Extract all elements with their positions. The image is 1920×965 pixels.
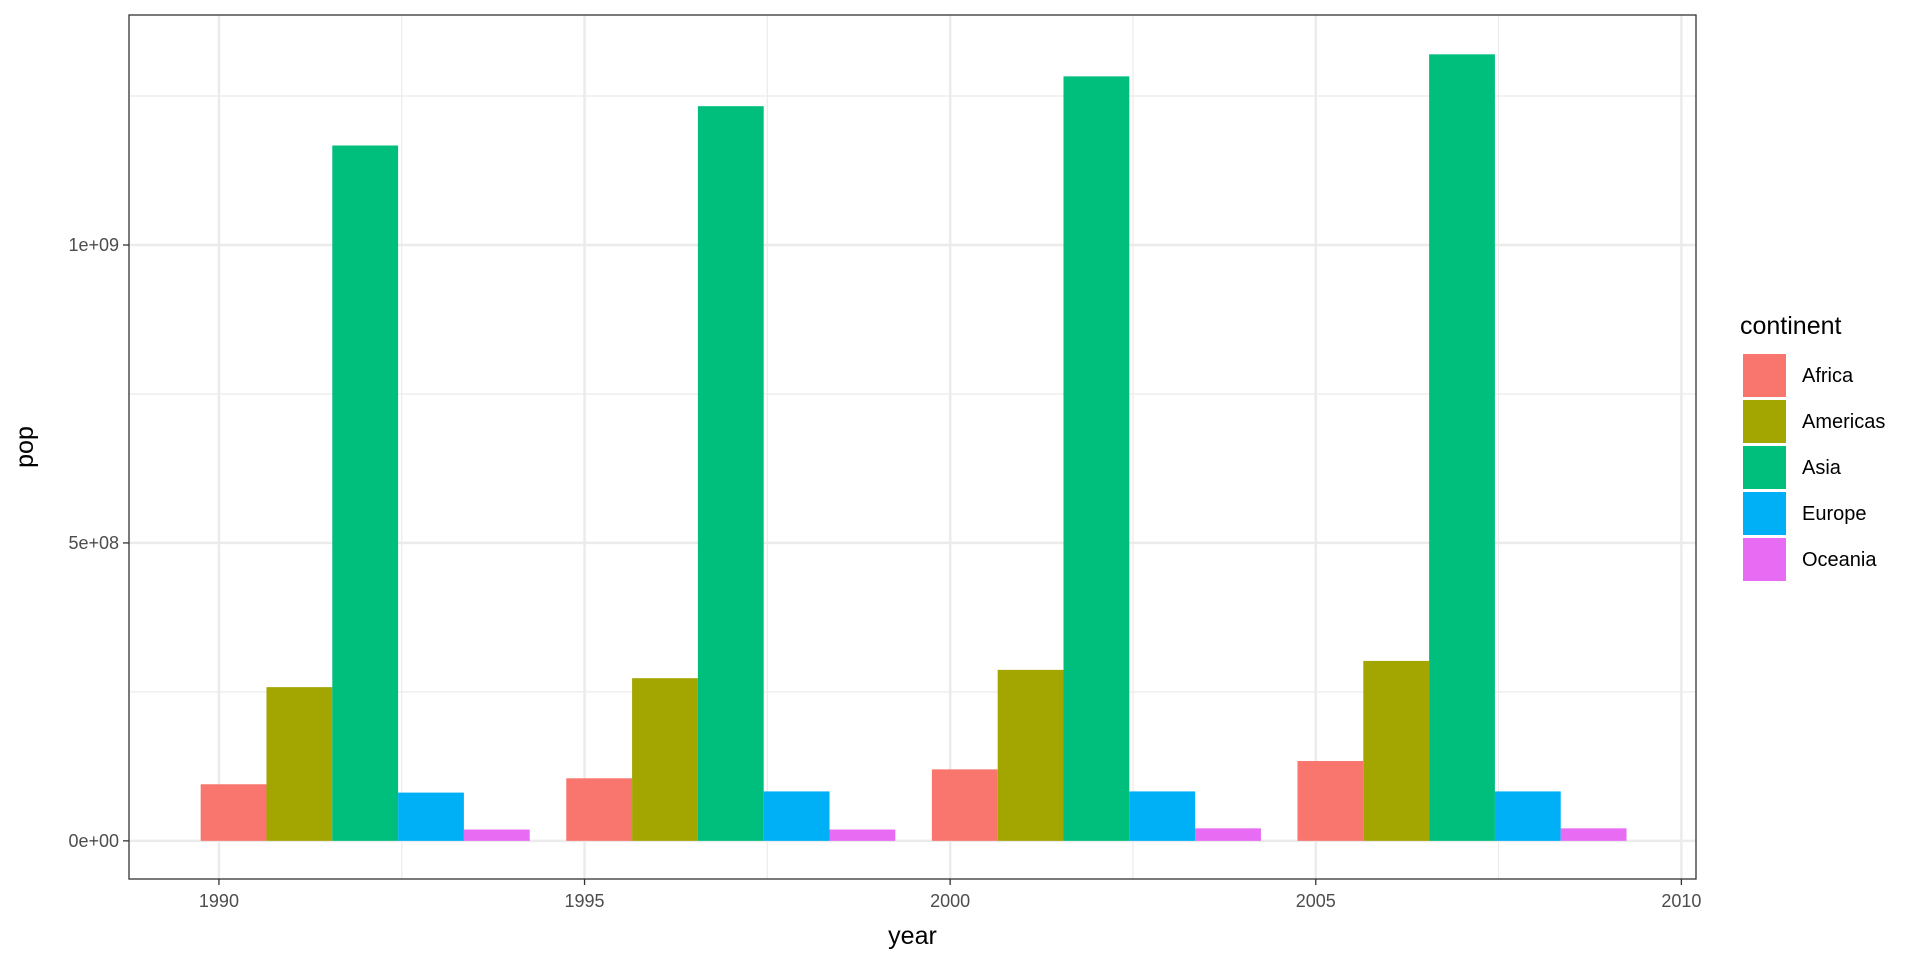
bar-americas-1992 — [266, 687, 333, 841]
bars — [200, 54, 1627, 841]
bar-africa-2007 — [1297, 761, 1364, 841]
bar-africa-2002 — [931, 769, 998, 841]
bar-oceania-1997 — [829, 829, 896, 841]
bar-asia-1997 — [697, 106, 764, 841]
axes: 0e+00 5e+08 1e+09 1990 1995 2000 2005 2010 — [68, 235, 1701, 911]
panel-border — [128, 14, 1697, 880]
bar-oceania-1992 — [463, 829, 530, 841]
bar-americas-1997 — [632, 678, 698, 841]
x-tick-label: 1990 — [199, 891, 239, 911]
bar-americas-2002 — [997, 669, 1064, 841]
x-tick-label: 2010 — [1661, 891, 1701, 911]
bar-europe-1992 — [398, 792, 464, 841]
y-tick-label: 5e+08 — [68, 533, 119, 553]
legend-key-europe — [1743, 492, 1786, 535]
y-tick-label: 0e+00 — [68, 831, 119, 851]
y-axis-title: pop — [11, 426, 39, 468]
bar-africa-1992 — [200, 784, 267, 841]
bar-europe-2007 — [1494, 791, 1561, 841]
legend-label: Asia — [1802, 457, 1842, 479]
x-tick-label: 2000 — [930, 891, 970, 911]
x-tick-label: 1995 — [565, 891, 605, 911]
legend-label: Americas — [1802, 411, 1885, 433]
bar-americas-2007 — [1363, 660, 1430, 841]
legend-key-asia — [1743, 446, 1786, 489]
legend-key-africa — [1743, 354, 1786, 397]
y-tick-label: 1e+09 — [68, 235, 119, 255]
legend-title: continent — [1740, 312, 1842, 340]
bar-europe-2002 — [1129, 791, 1196, 841]
x-tick-label: 2005 — [1296, 891, 1336, 911]
legend: continent Africa Americas Asia Europe Oceani… — [1740, 312, 1885, 581]
legend-label: Oceania — [1802, 549, 1877, 571]
legend-label: Africa — [1802, 365, 1854, 387]
x-axis-title: year — [888, 922, 937, 950]
bar-oceania-2007 — [1560, 828, 1627, 841]
legend-label: Europe — [1802, 503, 1867, 525]
legend-key-americas — [1743, 400, 1786, 443]
legend-key-oceania — [1743, 538, 1786, 581]
bar-asia-2002 — [1063, 76, 1130, 841]
bar-asia-2007 — [1429, 54, 1495, 841]
bar-africa-1997 — [566, 778, 633, 841]
bar-asia-1992 — [332, 145, 399, 841]
bar-oceania-2002 — [1195, 828, 1261, 841]
bar-europe-1997 — [763, 791, 830, 841]
